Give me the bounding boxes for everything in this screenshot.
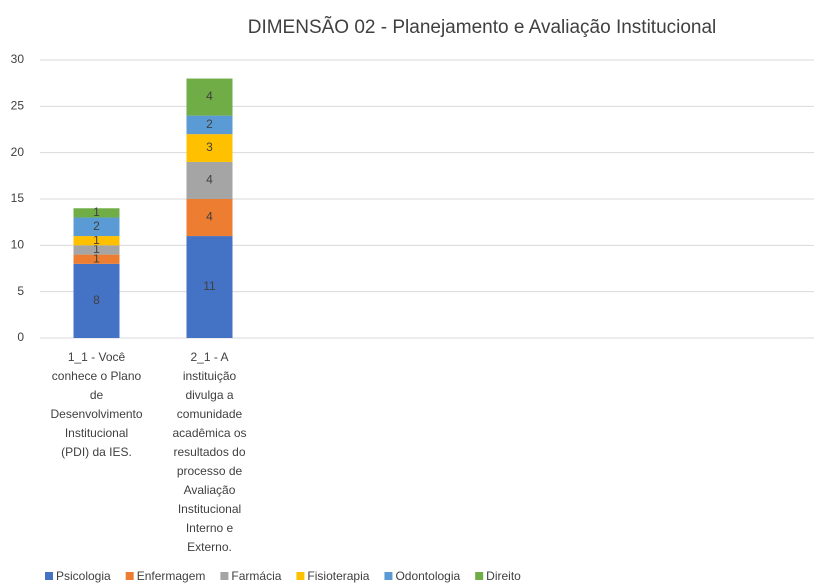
legend-label: Direito [486,569,521,583]
y-tick-label: 20 [11,145,25,159]
y-tick-label: 0 [17,330,24,344]
chart-title: DIMENSÃO 02 - Planejamento e Avaliação I… [248,16,717,38]
bar-segment [186,115,233,135]
data-label: 4 [206,89,213,103]
x-tick-label: 1_1 - Você conhece o Plano de Desenvolvi… [50,350,143,459]
data-label: 1 [93,233,100,247]
bar-segment [186,161,233,199]
bar-segment [73,217,120,237]
data-label: 4 [206,173,213,187]
legend-label: Psicologia [56,569,111,583]
y-tick-label: 15 [11,191,25,205]
bar-segment [186,236,233,338]
x-tick-label: 2_1 - A instituição divulga a comunidade… [172,350,247,554]
data-label: 4 [206,210,213,224]
bar-segment [73,254,120,264]
bar-segment [73,236,120,246]
bar-segment [186,78,233,116]
legend-label: Fisioterapia [307,569,369,583]
bar-segment [186,199,233,237]
data-label: 2 [206,117,213,131]
legend-swatch [475,572,484,580]
data-label: 1 [93,205,100,219]
bar-segment [73,245,120,255]
data-label: 3 [206,140,213,154]
data-label: 1 [93,251,100,265]
legend-swatch [45,572,53,580]
y-tick-label: 25 [11,99,25,113]
legend-label: Enfermagem [137,569,206,583]
data-label: 2 [93,219,100,233]
y-tick-label: 10 [11,238,25,252]
legend-label: Farmácia [231,569,281,583]
legend-swatch [220,572,229,580]
legend-swatch [296,572,305,580]
data-label: 8 [93,293,100,307]
y-tick-label: 30 [11,52,25,66]
y-tick-label: 5 [17,284,24,298]
legend-label: Odontologia [395,569,460,583]
bar-segment [73,263,120,338]
bar-segment [186,134,233,162]
data-label: 11 [203,279,216,293]
legend-swatch [384,572,393,580]
legend-swatch [125,572,134,580]
data-label: 1 [93,242,100,256]
bar-segment [73,208,120,218]
